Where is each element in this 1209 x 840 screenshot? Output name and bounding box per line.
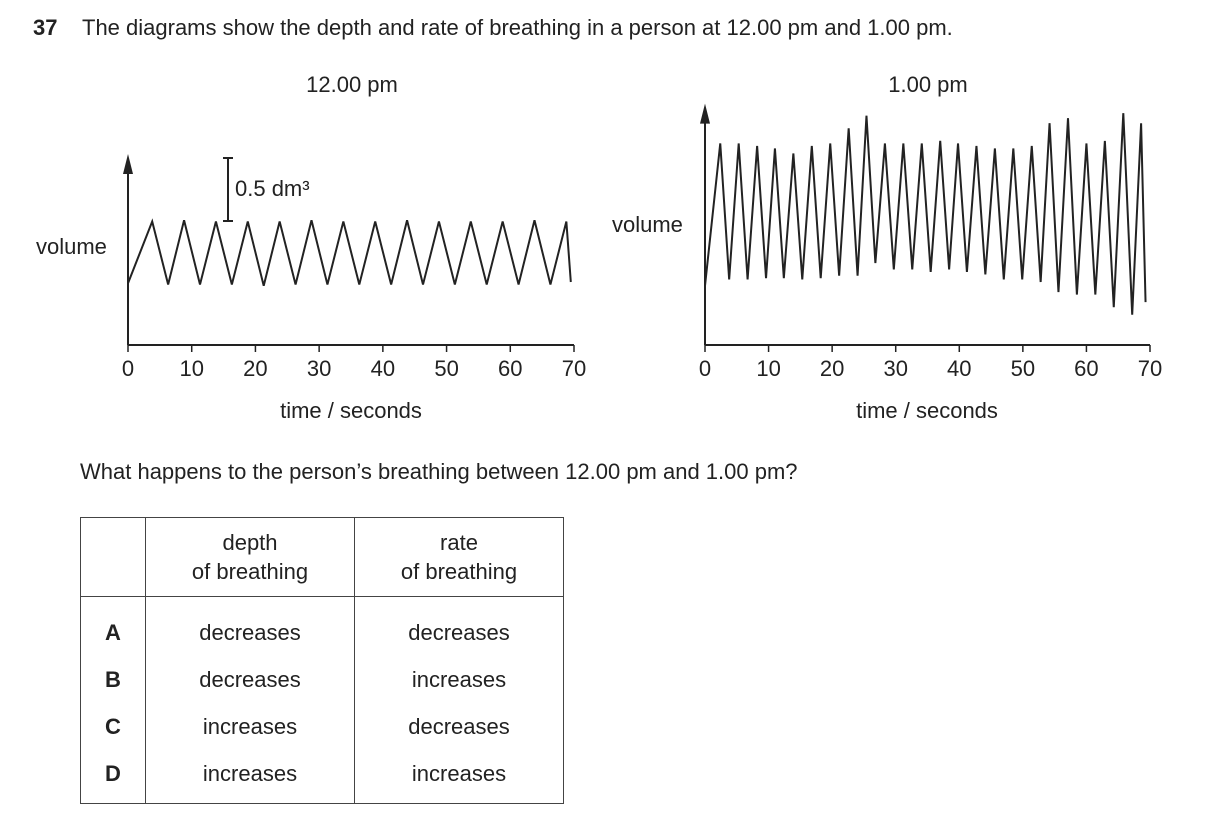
- option-cell: decreases: [354, 703, 564, 750]
- x-tick-label: 70: [1138, 356, 1162, 381]
- option-letter: D: [80, 750, 146, 804]
- x-tick-label: 30: [883, 356, 907, 381]
- y-axis-label: volume: [36, 234, 107, 259]
- option-cell: increases: [145, 703, 355, 750]
- option-letter: B: [80, 656, 146, 703]
- breathing-trace: [127, 218, 572, 287]
- scale-bar-label: 0.5 dm³: [235, 176, 310, 201]
- chart-title: 12.00 pm: [306, 72, 398, 97]
- option-cell: decreases: [145, 596, 355, 656]
- x-tick-label: 30: [307, 356, 331, 381]
- option-cell: increases: [354, 656, 564, 703]
- x-axis-label: time / seconds: [856, 398, 998, 423]
- question-number: 37: [33, 15, 57, 40]
- x-tick-label: 10: [756, 356, 780, 381]
- option-cell: increases: [145, 750, 355, 804]
- option-letter: A: [80, 596, 146, 656]
- y-axis-arrow: [123, 154, 133, 174]
- x-tick-label: 60: [498, 356, 522, 381]
- option-cell: increases: [354, 750, 564, 804]
- x-tick-label: 40: [947, 356, 971, 381]
- option-letter: C: [80, 703, 146, 750]
- chart-title: 1.00 pm: [888, 72, 968, 97]
- header-line: rate: [440, 530, 478, 555]
- question-text: The diagrams show the depth and rate of …: [82, 15, 953, 40]
- figure: 37 The diagrams show the depth and rate …: [33, 15, 1162, 484]
- header-cell: depth of breathing: [145, 517, 355, 597]
- x-tick-label: 60: [1074, 356, 1098, 381]
- x-tick-label: 70: [562, 356, 586, 381]
- x-tick-label: 0: [122, 356, 134, 381]
- header-row: depth of breathing rate of breathing: [80, 517, 564, 597]
- x-tick-label: 20: [820, 356, 844, 381]
- header-line: of breathing: [400, 559, 518, 584]
- header-cell: rate of breathing: [354, 517, 564, 597]
- x-axis-label: time / seconds: [280, 398, 422, 423]
- x-tick-label: 50: [1011, 356, 1035, 381]
- breathing-trace: [704, 113, 1147, 315]
- x-tick-label: 50: [434, 356, 458, 381]
- corner-cell: [80, 517, 146, 597]
- x-tick-label: 10: [179, 356, 203, 381]
- question-prompt: What happens to the person’s breathing b…: [80, 459, 798, 484]
- option-cell: decreases: [145, 656, 355, 703]
- header-line: of breathing: [191, 559, 309, 584]
- header-line: depth: [222, 530, 278, 555]
- x-tick-label: 20: [243, 356, 267, 381]
- option-cell: decreases: [354, 596, 564, 656]
- x-tick-label: 0: [699, 356, 711, 381]
- y-axis-arrow: [700, 103, 710, 124]
- y-axis-label: volume: [612, 212, 683, 237]
- x-tick-label: 40: [371, 356, 395, 381]
